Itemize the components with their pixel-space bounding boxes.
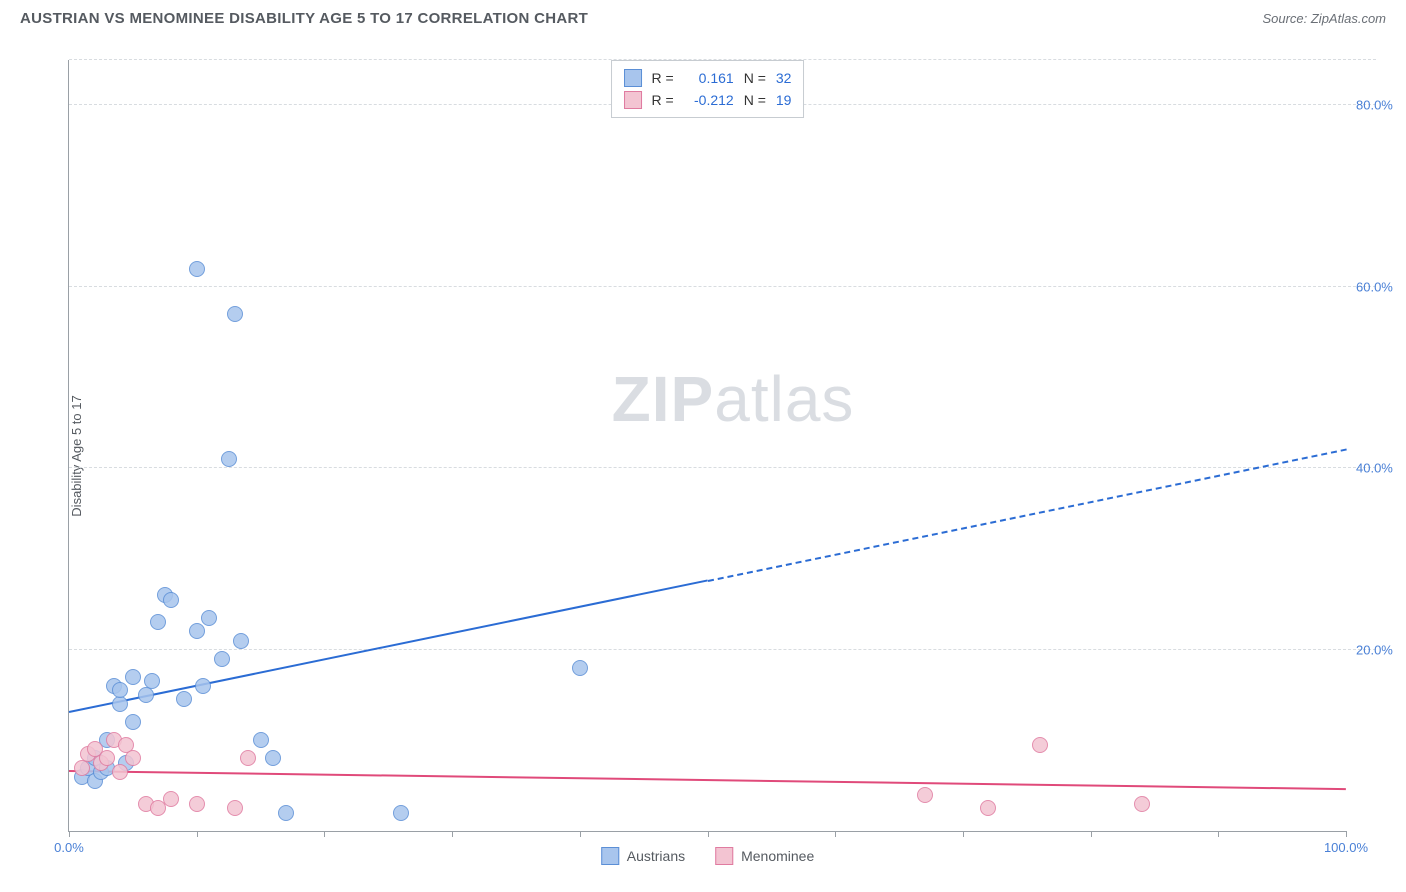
gridline [69,467,1376,468]
x-tick [835,831,836,837]
legend-label: Austrians [627,848,685,864]
scatter-point [195,678,211,694]
n-label: N = [744,67,766,89]
scatter-point [125,750,141,766]
source-attribution: Source: ZipAtlas.com [1262,11,1386,26]
scatter-point [176,691,192,707]
x-tick [580,831,581,837]
y-tick-label: 40.0% [1356,461,1393,476]
scatter-point [163,592,179,608]
legend-swatch [624,69,642,87]
plot-area: ZIPatlas 20.0%40.0%60.0%80.0%0.0%100.0%R… [68,60,1346,832]
scatter-point [221,451,237,467]
correlation-legend: R = 0.161 N = 32 R = -0.212 N = 19 [611,60,805,118]
x-tick [1091,831,1092,837]
trend-line [69,770,1346,790]
x-tick-label: 0.0% [54,840,84,855]
scatter-point [138,687,154,703]
y-tick-label: 20.0% [1356,642,1393,657]
chart-container: Disability Age 5 to 17 ZIPatlas 20.0%40.… [20,40,1386,872]
scatter-point [278,805,294,821]
scatter-point [201,610,217,626]
x-tick [1218,831,1219,837]
x-tick [1346,831,1347,837]
legend-label: Menominee [741,848,814,864]
legend-row: R = 0.161 N = 32 [624,67,792,89]
scatter-point [112,764,128,780]
scatter-point [265,750,281,766]
x-tick [963,831,964,837]
r-label: R = [652,89,674,111]
x-tick [197,831,198,837]
n-value: 19 [776,89,792,111]
scatter-point [917,787,933,803]
scatter-point [144,673,160,689]
scatter-point [99,750,115,766]
r-value: -0.212 [684,89,734,111]
scatter-point [74,760,90,776]
scatter-point [189,623,205,639]
scatter-point [393,805,409,821]
scatter-point [189,261,205,277]
legend-swatch [601,847,619,865]
series-legend: Austrians Menominee [601,847,815,865]
legend-item: Austrians [601,847,685,865]
scatter-point [150,614,166,630]
r-label: R = [652,67,674,89]
gridline [69,286,1376,287]
gridline [69,649,1376,650]
n-value: 32 [776,67,792,89]
x-tick [69,831,70,837]
y-tick-label: 60.0% [1356,279,1393,294]
chart-header: AUSTRIAN VS MENOMINEE DISABILITY AGE 5 T… [0,0,1406,35]
scatter-point [112,696,128,712]
watermark: ZIPatlas [612,362,855,436]
scatter-point [227,800,243,816]
scatter-point [125,714,141,730]
legend-swatch [715,847,733,865]
legend-item: Menominee [715,847,814,865]
x-tick [452,831,453,837]
scatter-point [112,682,128,698]
y-tick-label: 80.0% [1356,98,1393,113]
scatter-point [572,660,588,676]
r-value: 0.161 [684,67,734,89]
n-label: N = [744,89,766,111]
scatter-point [980,800,996,816]
scatter-point [163,791,179,807]
x-tick [324,831,325,837]
chart-title: AUSTRIAN VS MENOMINEE DISABILITY AGE 5 T… [20,10,588,27]
legend-row: R = -0.212 N = 19 [624,89,792,111]
scatter-point [253,732,269,748]
scatter-point [1134,796,1150,812]
scatter-point [240,750,256,766]
x-tick [708,831,709,837]
scatter-point [227,306,243,322]
scatter-point [125,669,141,685]
legend-swatch [624,91,642,109]
scatter-point [214,651,230,667]
scatter-point [189,796,205,812]
scatter-point [1032,737,1048,753]
scatter-point [233,633,249,649]
x-tick-label: 100.0% [1324,840,1368,855]
